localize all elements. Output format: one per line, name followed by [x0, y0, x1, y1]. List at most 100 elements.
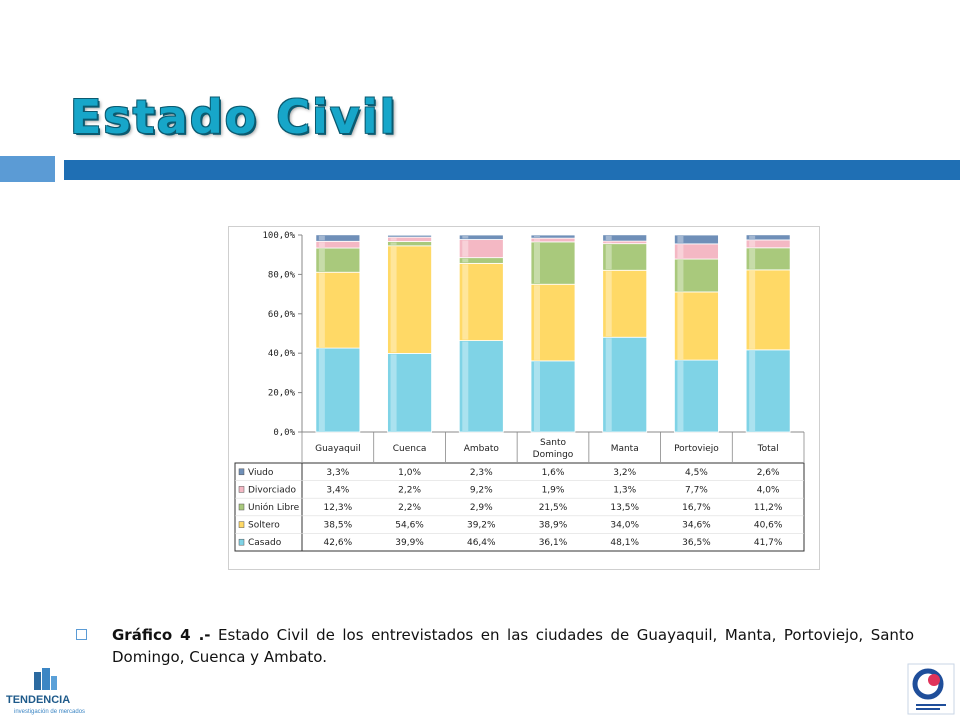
partner-logo-ring-icon — [912, 668, 944, 700]
legend-label: Viudo — [248, 468, 274, 478]
tendencia-logo: TENDENCIA investigación de mercados — [6, 668, 85, 715]
legend-swatch-unión-libre — [238, 503, 245, 511]
bar-highlight — [677, 244, 684, 259]
bar-segment-viudo — [458, 234, 504, 240]
bar-segment-casado — [458, 340, 504, 433]
bar-highlight — [318, 349, 325, 431]
bar-segment-soltero — [315, 271, 361, 349]
bar-segment-viudo — [602, 234, 648, 242]
data-label: 4,5% — [685, 468, 708, 478]
bar-highlight — [534, 285, 540, 360]
bar-highlight — [534, 239, 540, 241]
data-label: 46,4% — [467, 538, 496, 548]
stacked-bar-chart: 0,0% 20,0% 40,0% 60,0% 80,0% 100,0% Guayaquil C… — [228, 226, 820, 570]
data-label: 40,6% — [754, 521, 783, 531]
x-tick-label: Cuenca — [393, 444, 427, 454]
data-label: 1,9% — [542, 485, 565, 495]
x-tick-label: Manta — [611, 444, 639, 454]
logo-building-icon — [34, 672, 41, 690]
bar-highlight — [605, 271, 612, 337]
data-label: 39,9% — [395, 538, 424, 548]
y-tick-label: 80,0% — [268, 270, 296, 280]
header-accent-bar — [64, 160, 960, 180]
data-label: 41,7% — [754, 538, 783, 548]
bar-segment-soltero — [530, 283, 576, 362]
bar-segment-unión-libre — [530, 241, 576, 285]
bar-highlight — [605, 338, 612, 431]
bar-segment-unión-libre — [602, 243, 648, 271]
x-tick-label: Ambato — [464, 444, 500, 454]
caption-label: Gráfico 4 .- — [112, 626, 211, 644]
bar-segment-unión-libre — [674, 258, 719, 293]
bar-highlight — [318, 242, 325, 248]
x-tick-label: Total — [757, 444, 779, 454]
bar-highlight — [318, 249, 325, 272]
bar-highlight — [605, 244, 612, 270]
y-tick-label: 100,0% — [262, 231, 295, 241]
bar-segment-viudo — [674, 234, 719, 245]
bar-highlight — [462, 258, 469, 263]
bar-highlight — [749, 235, 756, 239]
bar-highlight — [390, 354, 397, 431]
data-label: 7,7% — [685, 485, 708, 495]
y-tick-label: 60,0% — [268, 310, 296, 320]
caption-body: Estado Civil de los entrevistados en las… — [112, 626, 915, 666]
y-tick-label: 40,0% — [268, 349, 296, 359]
data-label: 4,0% — [757, 485, 780, 495]
bar-highlight — [534, 236, 540, 238]
bar-segment-viudo — [387, 234, 432, 238]
data-label: 9,2% — [470, 485, 493, 495]
bar-segment-soltero — [674, 291, 719, 361]
bar-segment-casado — [674, 359, 719, 433]
bar-highlight — [605, 235, 612, 241]
data-label: 36,5% — [682, 538, 711, 548]
data-label: 3,4% — [326, 485, 349, 495]
bar-segment-viudo — [745, 234, 791, 241]
bar-highlight — [390, 246, 397, 353]
legend-label: Unión Libre — [248, 502, 300, 513]
legend-swatch-casado — [238, 538, 245, 546]
partner-logo — [907, 663, 955, 715]
data-label: 34,0% — [610, 521, 639, 531]
data-label: 54,6% — [395, 521, 424, 531]
data-label: 1,6% — [542, 468, 565, 478]
logo-building-icon-3 — [51, 676, 57, 690]
bar-segment-soltero — [387, 245, 432, 354]
bar-highlight — [462, 341, 469, 431]
bar-highlight — [677, 361, 684, 431]
bar-segment-viudo — [530, 234, 576, 239]
bar-segment-soltero — [458, 262, 504, 341]
bar-highlight — [318, 273, 325, 348]
bar-highlight — [534, 361, 540, 431]
caption-text: Gráfico 4 .- Estado Civil de los entrevi… — [82, 624, 914, 668]
bar-highlight — [390, 238, 397, 241]
bar-segment-casado — [745, 349, 791, 433]
y-tick-label: 0,0% — [273, 428, 295, 438]
legend-label: Soltero — [248, 521, 280, 531]
data-label: 21,5% — [539, 503, 568, 513]
bar-segment-casado — [530, 360, 576, 433]
slide-title: Estado Civil — [70, 90, 398, 144]
chart-canvas: 0,0% 20,0% 40,0% 60,0% 80,0% 100,0% Guayaquil C… — [234, 231, 805, 552]
figure-caption: Gráfico 4 .- Estado Civil de los entrevi… — [76, 624, 914, 668]
legend-swatch-soltero — [238, 521, 245, 528]
data-label: 36,1% — [539, 538, 568, 548]
data-label: 1,3% — [613, 485, 636, 495]
bar-highlight — [605, 242, 612, 243]
bar-segment-viudo — [315, 234, 361, 242]
data-label: 2,6% — [757, 468, 780, 478]
bar-segment-soltero — [602, 269, 648, 338]
legend-label: Casado — [248, 538, 282, 548]
bar-highlight — [677, 292, 684, 360]
data-label: 11,2% — [754, 503, 783, 513]
data-label: 42,6% — [324, 538, 353, 548]
data-label: 13,5% — [610, 503, 639, 513]
bar-segment-soltero — [745, 269, 791, 351]
bar-highlight — [677, 260, 684, 291]
bar-highlight — [749, 240, 756, 247]
bar-highlight — [677, 236, 684, 243]
data-label: 3,2% — [613, 468, 636, 478]
data-label: 2,3% — [470, 468, 493, 478]
partner-logo-line — [916, 704, 946, 706]
bar-highlight — [462, 236, 469, 239]
